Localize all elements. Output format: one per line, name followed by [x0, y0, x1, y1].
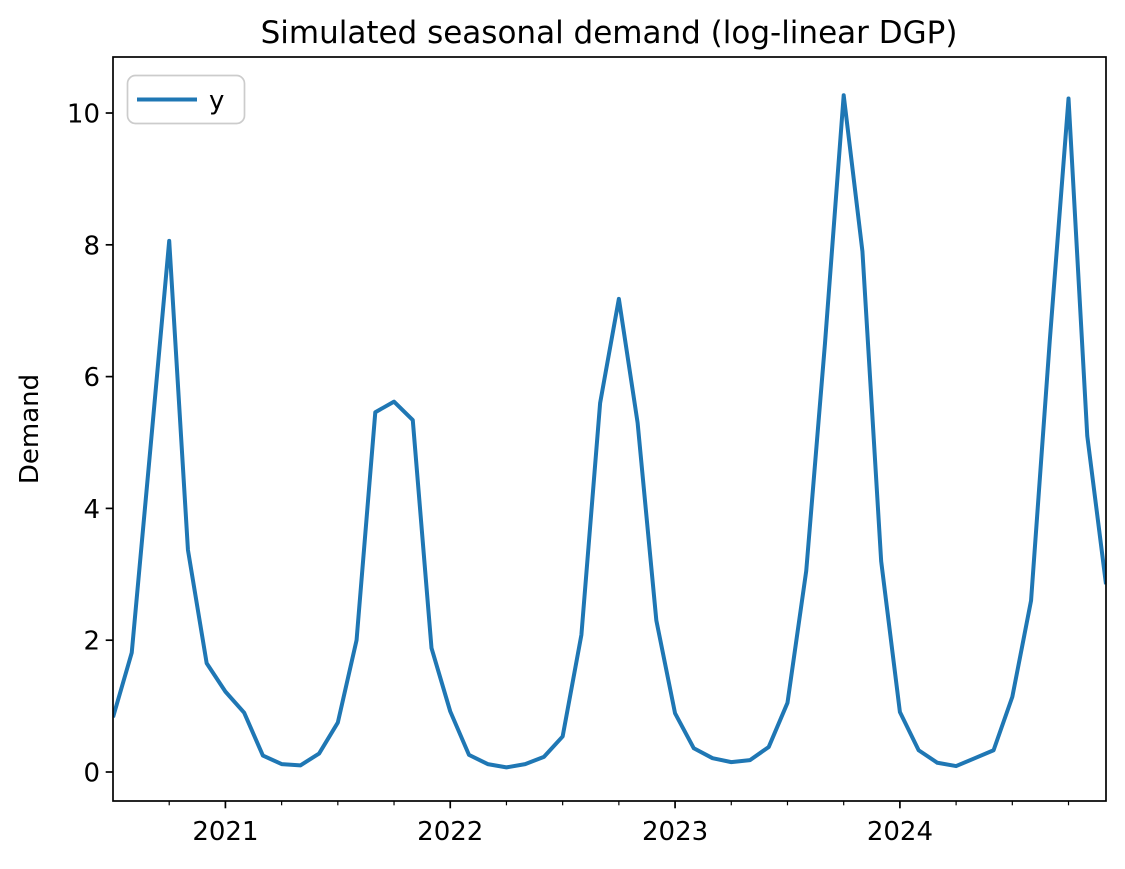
chart-title: Simulated seasonal demand (log-linear DG… [261, 15, 958, 51]
x-tick-label: 2023 [642, 817, 708, 847]
x-tick-label: 2022 [417, 817, 483, 847]
legend-label: y [209, 86, 224, 116]
x-tick-label: 2024 [867, 817, 933, 847]
y-tick-label: 8 [83, 231, 100, 261]
plot-area: 0 2 4 6 8 10 2021 2022 2023 2024 y [67, 74, 1106, 847]
y-tick-label: 4 [83, 495, 100, 525]
y-tick-label: 6 [83, 363, 100, 393]
x-tick-label: 2021 [192, 817, 258, 847]
y-axis-label: Demand [15, 374, 45, 484]
y-tick-label: 2 [83, 627, 100, 657]
y-tick-label: 10 [67, 100, 100, 130]
series-line-y [113, 93, 1106, 770]
y-tick-label: 0 [83, 759, 100, 789]
axes-spines [112, 56, 1107, 802]
